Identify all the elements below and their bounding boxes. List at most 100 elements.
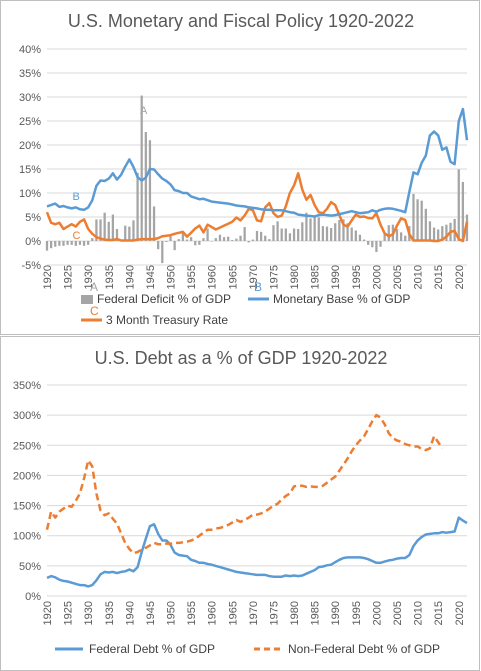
deficit-bar [255,230,259,241]
deficit-bar [309,218,312,241]
deficit-bar [371,241,374,248]
deficit-bar [367,241,370,245]
deficit-bar [62,241,65,246]
deficit-bar [432,227,436,241]
deficit-bar [362,239,366,241]
deficit-bar [144,132,147,241]
legend-label-deficit: Federal Deficit % of GDP [97,292,231,306]
deficit-bar [136,172,139,241]
x-tick-label: 1980 [289,265,301,289]
deficit-bar [292,228,296,241]
x-tick-label: 1975 [268,265,280,289]
deficit-bar [383,233,386,241]
deficit-bar [128,226,131,241]
chart2-x-axis: 1920 1925 1930 1935 1940 1945 1950 1955 1960 1965… [42,601,466,625]
nonfederal-debt-line [45,413,444,555]
deficit-bar [115,229,119,241]
x-tick-label: 1970 [248,265,260,289]
deficit-bar [107,221,110,241]
y-tick-label: 35% [19,68,41,80]
x-tick-label: 2000 [371,601,383,625]
y-tick-label: 40% [19,44,41,56]
chart1-deficit-bars [45,95,469,264]
y-tick-label: 200% [13,470,41,482]
x-tick-label: 2015 [433,601,445,625]
chart1-lines [45,107,469,243]
deficit-bar [157,241,160,250]
x-tick-label: 1930 [83,601,95,625]
deficit-bar [329,228,333,241]
deficit-bar [259,231,263,241]
deficit-bar [288,233,292,241]
deficit-bar [437,229,440,241]
deficit-bar [457,169,460,241]
y-tick-label: 250% [13,440,41,452]
deficit-bar [82,241,86,246]
deficit-bar [231,240,234,241]
x-tick-label: 1990 [330,265,342,289]
x-tick-label: 2020 [454,265,466,289]
y-tick-label: 300% [13,410,41,422]
deficit-bar [276,221,279,241]
deficit-bar [375,241,378,253]
deficit-bar [132,220,135,241]
legend-letter-b: B [254,280,262,294]
x-tick-label: 1975 [268,601,280,625]
deficit-bar [358,234,362,241]
deficit-bar [87,241,90,245]
y-tick-label: 0% [25,591,41,603]
deficit-bar [189,237,193,241]
deficit-bar [169,235,172,241]
deficit-bar [321,226,325,241]
legend-letter-a: A [90,280,98,294]
deficit-bar [441,226,444,241]
y-tick-label: 20% [19,140,41,152]
x-tick-label: 1945 [145,265,157,289]
deficit-bar [268,239,271,241]
deficit-bar [399,232,403,241]
deficit-bar [45,241,49,251]
deficit-bar [338,219,341,241]
y-tick-label: 350% [13,380,41,392]
x-tick-label: 1995 [351,265,363,289]
deficit-bar [140,95,143,241]
deficit-bar [165,241,168,242]
deficit-bar [239,235,242,241]
deficit-bar [404,235,407,241]
deficit-bar [297,229,300,241]
chart1-annotations: A B C [73,105,149,242]
deficit-bar [346,223,349,241]
y-tick-label: 15% [19,164,41,176]
federal-debt-line [46,516,468,588]
y-tick-label: 150% [13,501,41,513]
x-tick-label: 1985 [310,265,322,289]
monetary-fiscal-chart: U.S. Monetary and Fiscal Policy 1920-202… [0,0,480,335]
y-tick-label: -5% [21,260,41,272]
chart1-y-axis: 40% 35% 30% 25% 20% 15% 10% 5% 0% -5% [19,44,41,272]
deficit-bar [284,228,287,241]
deficit-bar [350,227,353,241]
x-tick-label: 1990 [330,601,342,625]
x-tick-label: 2005 [392,265,404,289]
deficit-bar [74,241,77,246]
x-tick-label: 1965 [227,601,239,625]
chart2-y-axis: 350% 300% 250% 200% 150% 100% 50% 0% [13,380,41,603]
deficit-bar [70,241,73,245]
x-tick-label: 2015 [433,265,445,289]
deficit-bar [222,237,226,241]
x-tick-label: 1955 [186,265,198,289]
x-tick-label: 1980 [289,601,301,625]
deficit-bar [99,219,102,241]
x-tick-label: 1920 [42,601,54,625]
deficit-bar [424,208,427,241]
deficit-bar [387,225,390,241]
x-tick-label: 1950 [166,265,178,289]
y-tick-label: 0% [25,236,41,248]
legend-label-treasury: 3 Month Treasury Rate [106,313,228,327]
deficit-bar [305,212,308,241]
deficit-bar [218,234,222,241]
x-tick-label: 1925 [63,265,75,289]
chart1-title: U.S. Monetary and Fiscal Policy 1920-202… [68,11,414,31]
deficit-bar [124,225,127,241]
deficit-bar [210,241,213,242]
